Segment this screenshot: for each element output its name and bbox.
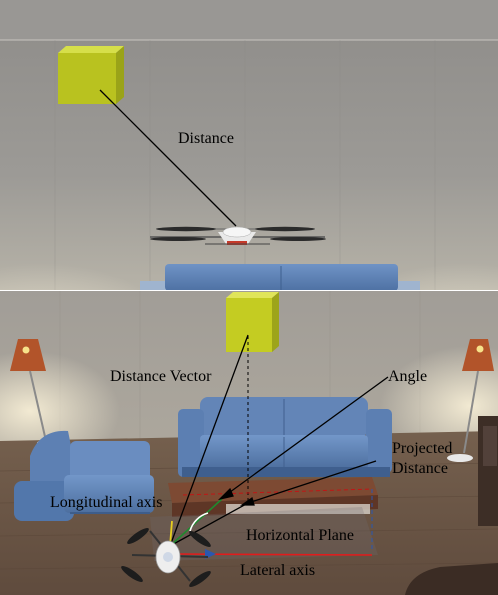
cabinet: [478, 416, 498, 526]
target-cube: [226, 292, 279, 352]
top-scene: [0, 0, 498, 291]
sofa: [178, 397, 392, 477]
projected-distance-label-line2: Distance: [392, 460, 448, 477]
bottom-scene: [0, 291, 498, 595]
ceiling-band: [0, 0, 498, 40]
projected-distance-line: [169, 502, 249, 547]
top-scene-panel: Distance: [0, 0, 498, 291]
lateral-axis-label: Lateral axis: [240, 562, 316, 579]
floor-lamp-right: [447, 339, 494, 462]
angle-label: Angle: [388, 368, 428, 385]
bottom-scene-panel: [0, 291, 498, 595]
lateral-axis-line: [171, 553, 373, 556]
lamp-glow-left: [0, 221, 150, 291]
drone: [150, 226, 326, 245]
coffee-table: [168, 477, 378, 517]
longitudinal-axis-extension: [182, 488, 373, 496]
projected-distance-label-line1: Projected: [392, 440, 453, 457]
label-pointers: [217, 376, 389, 506]
longitudinal-axis-label: Longitudinal axis: [50, 494, 163, 511]
horizontal-plane: [150, 507, 378, 561]
distance-label: Distance: [178, 130, 234, 147]
drone: [121, 528, 211, 587]
distance-line: [99, 89, 237, 227]
target-cube: [58, 46, 124, 104]
foreground-chair: [405, 563, 498, 595]
angle-arc: [189, 512, 209, 532]
armchair: [14, 430, 154, 521]
distance-vector-label: Distance Vector: [110, 368, 212, 385]
sofa-back: [140, 264, 420, 291]
distance-vector-line: [169, 334, 249, 547]
longitudinal-axis-line: [169, 498, 223, 547]
horizontal-plane-label: Horizontal Plane: [246, 527, 354, 544]
